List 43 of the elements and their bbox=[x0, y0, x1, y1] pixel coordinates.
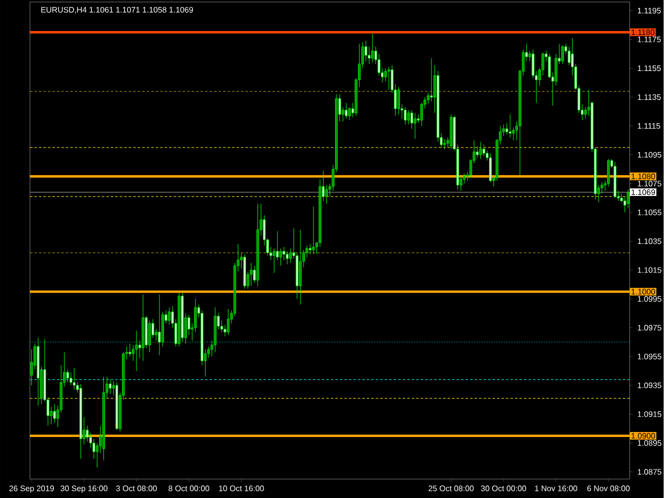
candlestick bbox=[226, 308, 230, 336]
candlestick bbox=[430, 58, 433, 102]
candlestick bbox=[489, 153, 492, 182]
candlestick bbox=[371, 33, 374, 63]
candlestick bbox=[108, 379, 112, 394]
candlestick bbox=[344, 102, 348, 120]
candlestick bbox=[407, 110, 410, 125]
candlestick bbox=[168, 307, 171, 326]
candlestick bbox=[286, 251, 289, 265]
candlestick bbox=[325, 184, 328, 204]
candlestick bbox=[443, 138, 446, 150]
candlestick bbox=[364, 40, 368, 62]
candlestick bbox=[397, 86, 400, 115]
candlestick bbox=[66, 369, 69, 383]
candlestick bbox=[86, 425, 89, 442]
candlestick bbox=[348, 106, 351, 120]
candlestick bbox=[508, 114, 512, 138]
candlestick bbox=[479, 141, 482, 160]
candlestick bbox=[388, 66, 390, 90]
candlestick bbox=[476, 146, 479, 158]
candlestick bbox=[561, 44, 564, 64]
candlestick bbox=[623, 196, 626, 213]
candlestick bbox=[626, 189, 630, 208]
candlestick bbox=[404, 106, 407, 125]
candlestick bbox=[70, 372, 72, 386]
candlestick bbox=[53, 404, 56, 424]
candlestick bbox=[72, 368, 76, 390]
candlestick bbox=[148, 320, 151, 353]
candlestick bbox=[279, 248, 282, 266]
candlestick bbox=[308, 244, 312, 255]
candlestick bbox=[135, 330, 138, 372]
candlestick bbox=[250, 262, 253, 286]
candlestick bbox=[272, 248, 276, 274]
candlestick bbox=[158, 294, 161, 356]
candlestick bbox=[607, 158, 610, 187]
candlestick bbox=[482, 144, 486, 157]
candlestick bbox=[368, 46, 371, 64]
candlestick bbox=[128, 343, 132, 357]
candlestick bbox=[506, 122, 508, 135]
candlestick bbox=[414, 112, 416, 140]
candlestick bbox=[282, 246, 286, 260]
candlestick bbox=[312, 206, 315, 255]
candlestick bbox=[220, 320, 224, 332]
